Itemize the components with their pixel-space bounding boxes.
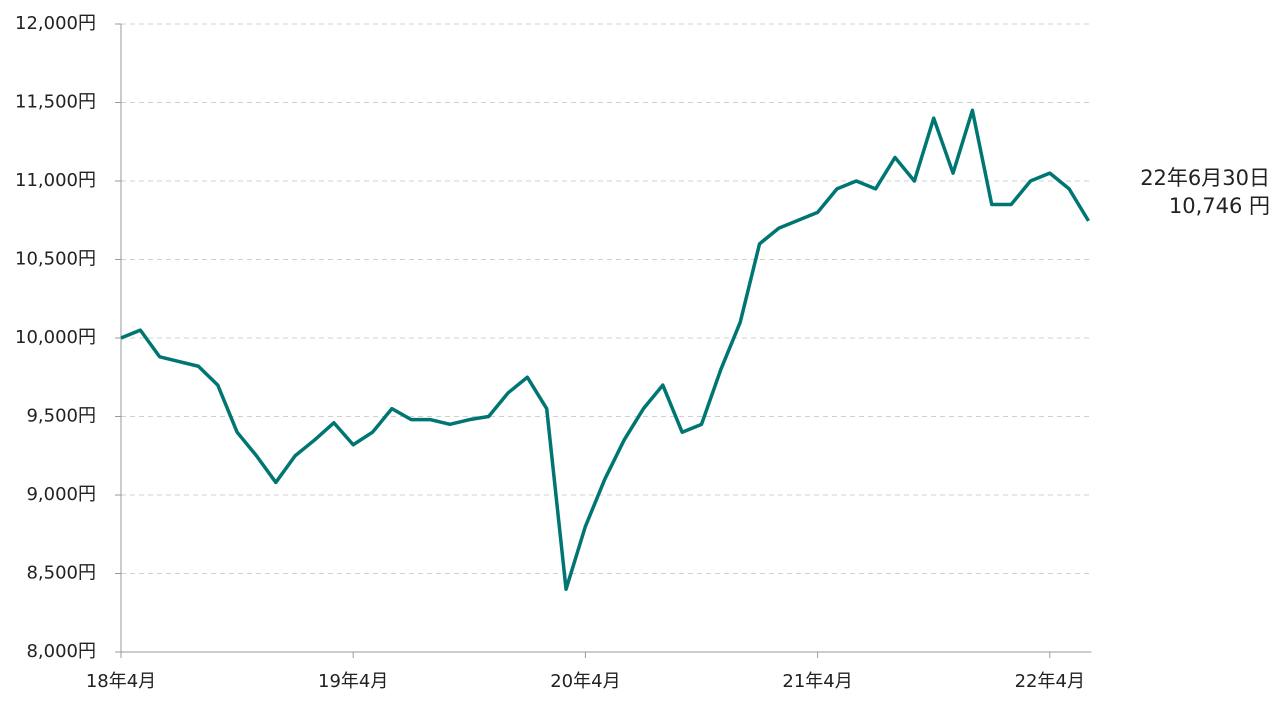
x-tick-label: 20年4月 bbox=[550, 671, 620, 692]
y-tick-label: 11,500円 bbox=[15, 92, 96, 113]
x-tick-label: 19年4月 bbox=[318, 671, 388, 692]
y-tick-label: 10,500円 bbox=[15, 249, 96, 270]
y-tick-label: 8,500円 bbox=[26, 563, 96, 584]
y-tick-label: 12,000円 bbox=[15, 13, 96, 34]
x-tick-label: 22年4月 bbox=[1015, 671, 1085, 692]
y-tick-label: 11,000円 bbox=[15, 170, 96, 191]
annotation-date: 22年6月30日 bbox=[1140, 166, 1270, 190]
y-tick-label: 10,000円 bbox=[15, 327, 96, 348]
x-tick-label: 18年4月 bbox=[86, 671, 156, 692]
line bbox=[120, 108, 1090, 591]
x-tick-label: 21年4月 bbox=[782, 671, 852, 692]
y-tick-label: 8,000円 bbox=[26, 641, 96, 662]
annotation-value: 10,746 円 bbox=[1169, 194, 1270, 218]
y-tick-label: 9,500円 bbox=[26, 406, 96, 427]
y-tick-label: 9,000円 bbox=[26, 484, 96, 505]
